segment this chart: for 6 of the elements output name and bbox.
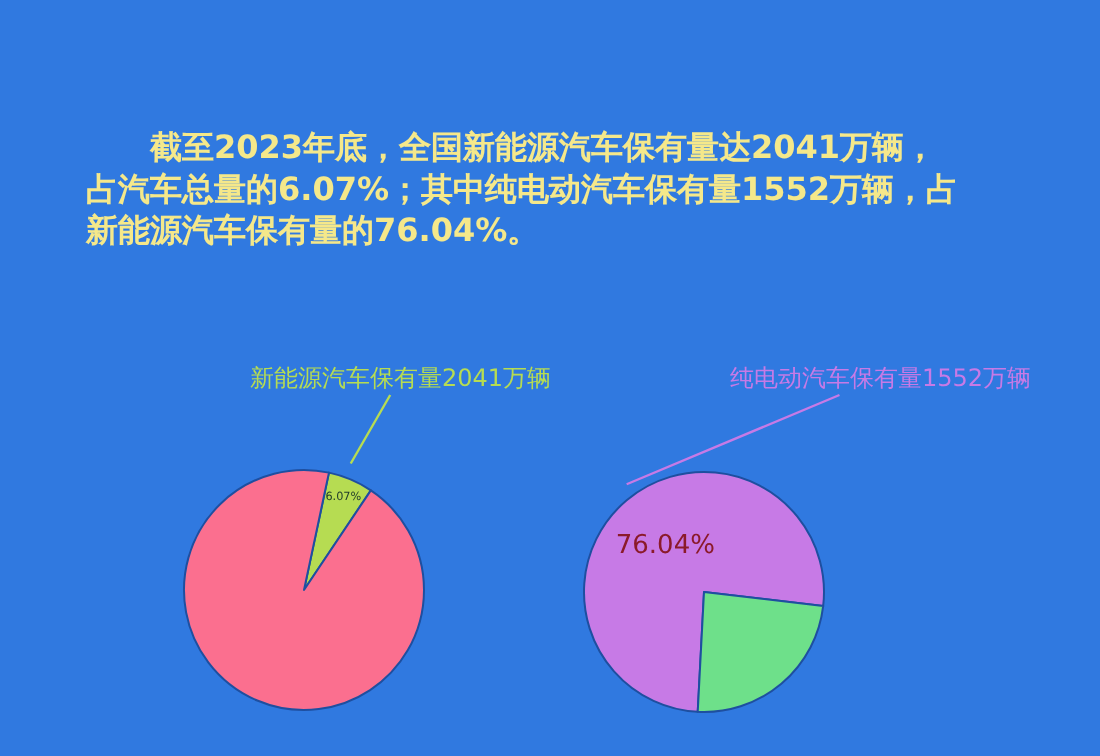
pie-slice (183, 469, 425, 711)
data-label: 76.04% (615, 531, 715, 562)
slice-label: 纯电动汽车保有量1552万辆 (730, 364, 1032, 392)
pie-slice (583, 471, 825, 713)
chart-title: 截至2023年底，全国新能源汽车保有量达2041万辆，占汽车总量的6.07%；其中纯电动汽车保有量1552万辆，占新能源汽车保有量的76.04%。 (84, 128, 959, 250)
slice-label: 新能源汽车保有量2041万辆 (250, 364, 552, 392)
